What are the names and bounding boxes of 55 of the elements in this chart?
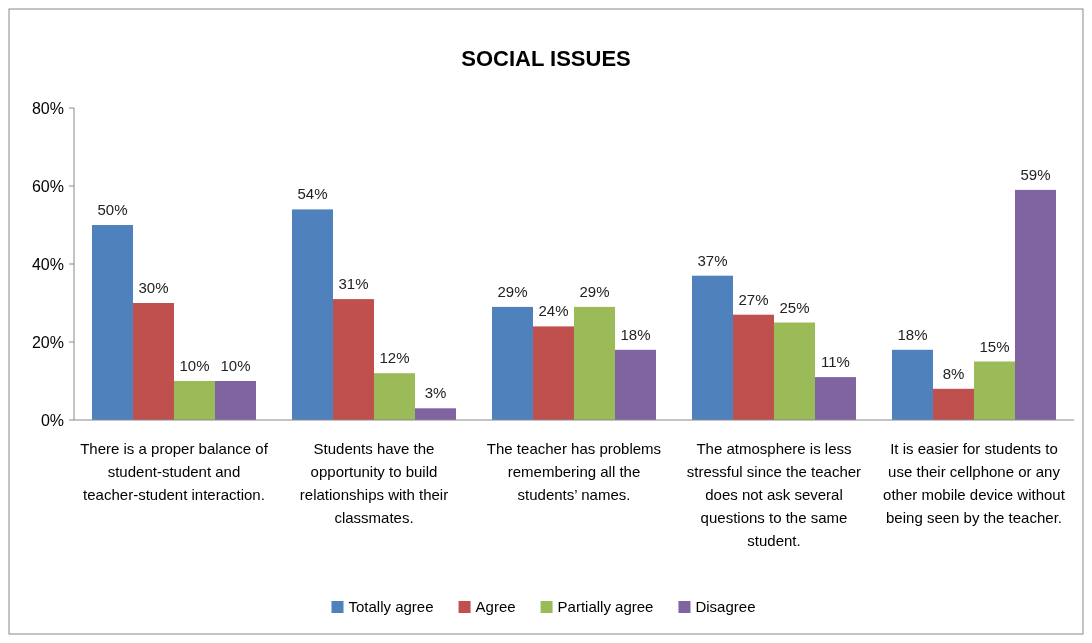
bar xyxy=(174,381,215,420)
bar xyxy=(733,314,774,420)
bar xyxy=(92,225,133,420)
bar xyxy=(574,306,615,420)
y-tick-label: 20% xyxy=(31,333,64,351)
x-tick-label: The atmosphere is less stressful since the teacher does not ask several questions to the same student. xyxy=(686,440,862,549)
data-label: 18% xyxy=(620,325,651,343)
data-label: 54% xyxy=(297,185,328,203)
bar xyxy=(374,373,415,420)
chart-title: SOCIAL ISSUES xyxy=(461,46,631,71)
data-label: 8% xyxy=(942,364,965,382)
data-label: 31% xyxy=(338,275,369,293)
bar xyxy=(615,349,656,420)
bar xyxy=(774,322,815,420)
legend-label: Totally agree xyxy=(348,598,434,616)
data-label: 37% xyxy=(697,251,728,269)
data-label: 29% xyxy=(497,282,528,300)
legend-label: Partially agree xyxy=(557,598,654,616)
data-label: 24% xyxy=(538,302,569,320)
data-label: 30% xyxy=(138,279,169,296)
data-label: 59% xyxy=(1020,165,1051,183)
data-label: 25% xyxy=(779,298,810,316)
bar xyxy=(292,209,333,420)
x-tick-label: Students have the opportunity to build relationships with their classmates. xyxy=(299,440,449,526)
bar xyxy=(892,349,933,420)
bar xyxy=(1015,189,1056,420)
y-tick-label: 40% xyxy=(31,255,64,273)
bar xyxy=(415,408,456,420)
data-label: 50% xyxy=(97,201,128,218)
data-label: 15% xyxy=(979,337,1010,355)
legend-label: Agree xyxy=(475,598,516,616)
bar xyxy=(215,381,256,420)
bar xyxy=(492,306,533,420)
bar xyxy=(333,299,374,420)
x-tick-label: It is easier for students to use their cellphone or any other mobile device without being seen by the teacher. xyxy=(883,440,1066,526)
x-tick-label: The teacher has problems remembering all the students’ names. xyxy=(486,440,662,503)
data-label: 27% xyxy=(738,290,769,308)
bar xyxy=(974,361,1015,420)
y-tick-label: 80% xyxy=(31,99,64,117)
bar xyxy=(815,377,856,420)
bar xyxy=(692,275,733,420)
y-tick-label: 0% xyxy=(40,411,64,429)
data-label: 3% xyxy=(424,384,447,402)
data-label: 29% xyxy=(579,282,610,300)
y-tick-label: 60% xyxy=(31,177,64,195)
data-label: 10% xyxy=(179,357,210,374)
bar xyxy=(133,303,174,420)
x-tick-label: There is a proper balance of student-student and teacher-student interaction. xyxy=(80,440,269,503)
data-label: 12% xyxy=(379,349,410,367)
data-label: 10% xyxy=(220,357,251,374)
bar xyxy=(533,326,574,420)
data-label: 18% xyxy=(897,325,928,343)
data-label: 11% xyxy=(821,353,850,371)
bar xyxy=(933,388,974,420)
legend-label: Disagree xyxy=(695,598,756,616)
